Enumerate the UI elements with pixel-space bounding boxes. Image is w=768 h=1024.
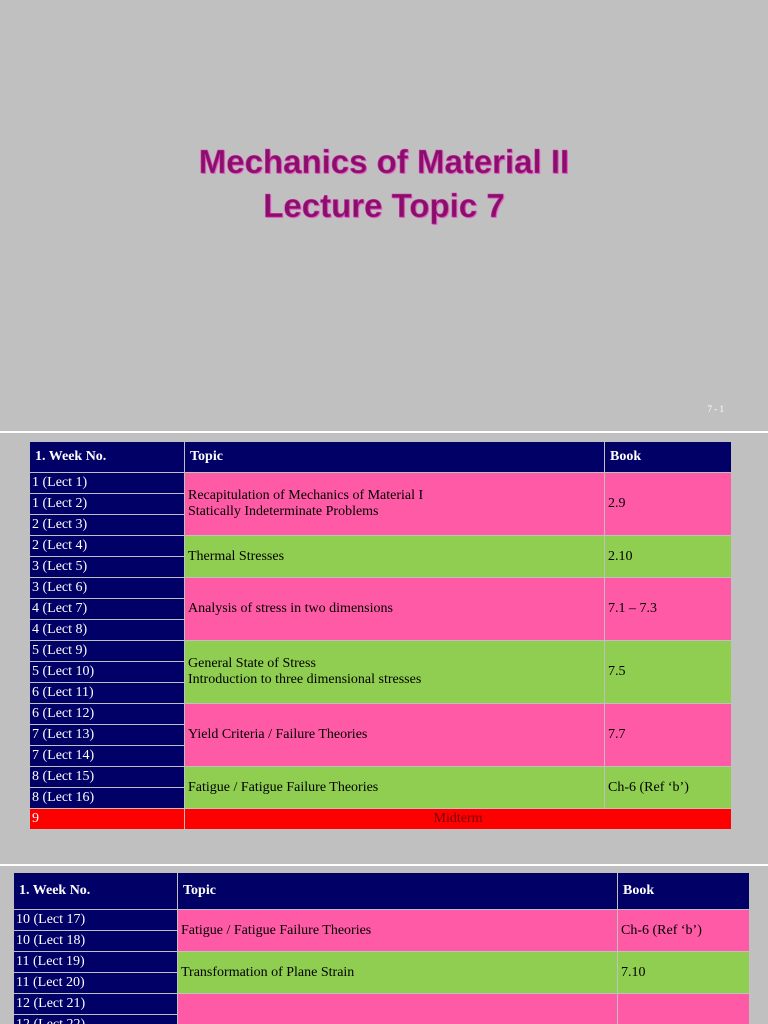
- week-cell: 2 (Lect 3): [29, 514, 185, 536]
- midterm-cell: Midterm: [184, 808, 732, 830]
- week-cell: 12 (Lect 21): [13, 993, 178, 1015]
- book-cell: [617, 993, 750, 1024]
- table-header-row: 1. Week No. Topic Book: [29, 441, 732, 473]
- week-cell: 12 (Lect 22): [13, 1014, 178, 1024]
- title-line-2: Lecture Topic 7: [263, 187, 505, 225]
- table-row: 8 (Lect 15) Fatigue / Fatigue Failure Th…: [29, 766, 732, 809]
- schedule-table-2: 1. Week No. Topic Book 10 (Lect 17) Fati…: [13, 872, 750, 1024]
- table-row: 2 (Lect 4) Thermal Stresses 2.10: [29, 535, 732, 578]
- week-cell: 1 (Lect 2): [29, 493, 185, 515]
- week-cell: 3 (Lect 5): [29, 556, 185, 578]
- topic-cell: Thermal Stresses: [184, 535, 605, 578]
- table-row: 7 (Lect 14): [29, 745, 732, 767]
- week-cell: 7 (Lect 13): [29, 724, 185, 746]
- week-cell: 4 (Lect 7): [29, 598, 185, 620]
- header-topic: Topic: [184, 441, 605, 473]
- header-book: Book: [604, 441, 732, 473]
- table-row: 5 (Lect 9) General State of Stress Intro…: [29, 640, 732, 704]
- midterm-row: 9 Midterm: [29, 808, 732, 830]
- schedule-slide-2: 1. Week No. Topic Book 10 (Lect 17) Fati…: [0, 866, 768, 1024]
- topic-cell: Yield Criteria / Failure Theories: [184, 703, 605, 767]
- table-row: 10 (Lect 17) Fatigue / Fatigue Failure T…: [13, 909, 750, 952]
- table-row: 2 (Lect 3): [29, 514, 732, 536]
- table-row: 8 (Lect 16): [29, 787, 732, 809]
- topic-line: Recapitulation of Mechanics of Material …: [188, 488, 424, 503]
- week-cell: 7 (Lect 14): [29, 745, 185, 767]
- week-cell: 6 (Lect 12): [29, 703, 185, 725]
- table-row: 5 (Lect 10): [29, 661, 732, 683]
- book-cell: 7.1 – 7.3: [604, 577, 732, 641]
- book-cell: 7.10: [617, 951, 750, 994]
- header-book: Book: [617, 872, 750, 910]
- table-row: 6 (Lect 12) Yield Criteria / Failure The…: [29, 703, 732, 767]
- topic-cell: Analysis of stress in two dimensions: [184, 577, 605, 641]
- week-cell: 2 (Lect 4): [29, 535, 185, 557]
- week-cell: 10 (Lect 18): [13, 930, 178, 952]
- table-row: 10 (Lect 18): [13, 930, 750, 952]
- table-header-row: 1. Week No. Topic Book: [13, 872, 750, 910]
- schedule-slide-1: 1. Week No. Topic Book 1 (Lect 1) Recapi…: [0, 433, 768, 864]
- table-row: 12 (Lect 22): [13, 1014, 750, 1024]
- book-cell: 2.9: [604, 472, 732, 536]
- table-row: 1 (Lect 2): [29, 493, 732, 515]
- title-line-1: Mechanics of Material II: [198, 143, 570, 181]
- week-cell: 6 (Lect 11): [29, 682, 185, 704]
- week-cell: 8 (Lect 16): [29, 787, 185, 809]
- slide-title: Mechanics of Material II Lecture Topic 7: [0, 140, 768, 228]
- week-cell: 9: [29, 808, 185, 830]
- topic-line: Statically Indeterminate Problems: [188, 504, 379, 519]
- book-cell: Ch-6 (Ref ‘b’): [604, 766, 732, 809]
- header-week: 1. Week No.: [29, 441, 185, 473]
- topic-cell: Fatigue / Fatigue Failure Theories: [177, 909, 618, 952]
- week-cell: 5 (Lect 9): [29, 640, 185, 662]
- week-cell: 8 (Lect 15): [29, 766, 185, 788]
- table-row: 6 (Lect 11): [29, 682, 732, 704]
- topic-cell: [177, 993, 618, 1024]
- book-cell: Ch-6 (Ref ‘b’): [617, 909, 750, 952]
- week-cell: 11 (Lect 19): [13, 951, 178, 973]
- week-cell: 3 (Lect 6): [29, 577, 185, 599]
- page-number: 7 - 1: [707, 404, 725, 414]
- table-row: 11 (Lect 19) Transformation of Plane Str…: [13, 951, 750, 994]
- week-cell: 1 (Lect 1): [29, 472, 185, 494]
- table-row: 4 (Lect 8): [29, 619, 732, 641]
- book-cell: 7.5: [604, 640, 732, 704]
- table-row: 3 (Lect 6) Analysis of stress in two dim…: [29, 577, 732, 641]
- schedule-table-1: 1. Week No. Topic Book 1 (Lect 1) Recapi…: [29, 441, 732, 830]
- week-cell: 10 (Lect 17): [13, 909, 178, 931]
- book-cell: 2.10: [604, 535, 732, 578]
- table-row: 3 (Lect 5): [29, 556, 732, 578]
- topic-cell: Fatigue / Fatigue Failure Theories: [184, 766, 605, 809]
- topic-cell: Transformation of Plane Strain: [177, 951, 618, 994]
- header-week: 1. Week No.: [13, 872, 178, 910]
- topic-line: General State of Stress: [188, 656, 316, 671]
- table-row: 12 (Lect 21): [13, 993, 750, 1024]
- week-cell: 11 (Lect 20): [13, 972, 178, 994]
- table-row: 1 (Lect 1) Recapitulation of Mechanics o…: [29, 472, 732, 536]
- topic-cell: General State of Stress Introduction to …: [184, 640, 605, 704]
- week-cell: 5 (Lect 10): [29, 661, 185, 683]
- book-cell: 7.7: [604, 703, 732, 767]
- week-cell: 4 (Lect 8): [29, 619, 185, 641]
- header-topic: Topic: [177, 872, 618, 910]
- topic-cell: Recapitulation of Mechanics of Material …: [184, 472, 605, 536]
- topic-line: Introduction to three dimensional stress…: [188, 672, 422, 687]
- title-slide: Mechanics of Material II Lecture Topic 7…: [0, 0, 768, 431]
